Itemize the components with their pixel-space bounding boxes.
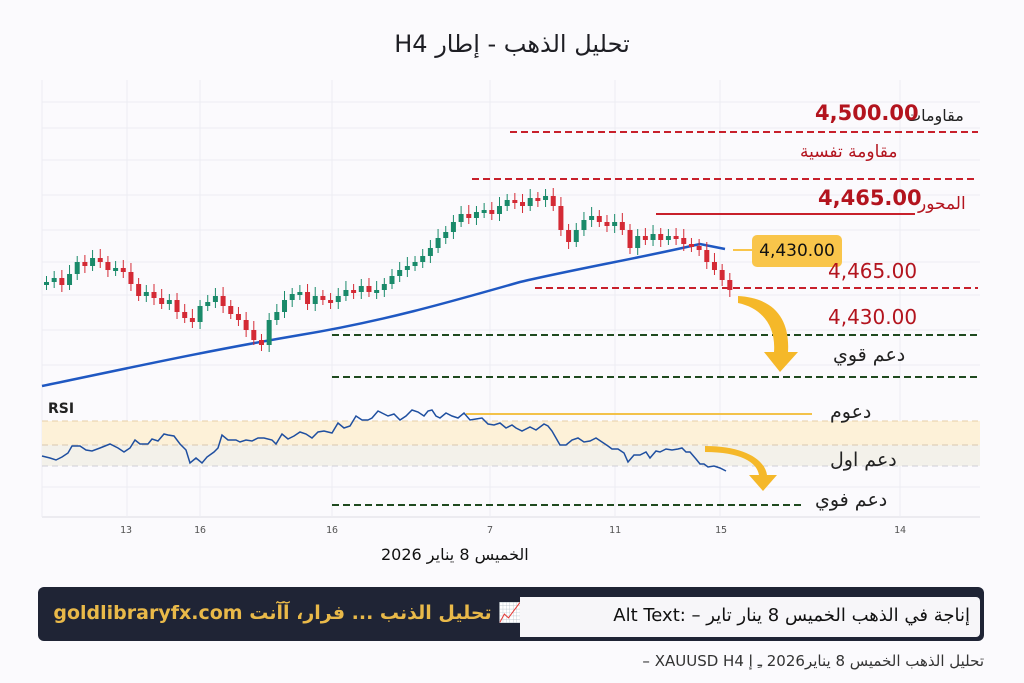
rsi-supports-label: دعوم	[830, 401, 872, 423]
rsi-label: RSI	[48, 401, 75, 417]
rsi-upper-band	[42, 421, 980, 445]
x-tick: 11	[609, 525, 622, 536]
x-tick: 16	[326, 525, 339, 536]
x-tick: 7	[487, 525, 494, 536]
rsi-line	[41, 409, 727, 472]
x-tick: 16	[194, 525, 207, 536]
level-4465-label: 4,465.00	[828, 259, 918, 283]
banner-text-wrap: 📈 تحليل الذنب ... فرار، آآنت goldlibrary…	[53, 601, 522, 624]
x-tick: 14	[894, 525, 907, 536]
alt-text-box: إناجة في الذهب الخميس 8 ينار تاير – :Alt…	[520, 587, 984, 641]
rsi-down-arrow-icon	[705, 446, 777, 491]
x-tick: 15	[715, 525, 728, 536]
down-arrow-icon	[738, 296, 798, 372]
alt-text: إناجة في الذهب الخميس 8 ينار تاير – :Alt…	[613, 605, 970, 626]
pivot-label: المحور	[918, 194, 966, 214]
current-price-tag: 4,430.00	[752, 235, 842, 267]
rsi-lower-band	[42, 445, 980, 466]
rsi-first-support-label: دعم اول	[830, 449, 897, 471]
rsi-strong-support-label: دعم فوي	[815, 489, 888, 511]
caption: تحليل الذهب الخميس 8 يناير2026 ـِ إ XAUU…	[642, 652, 984, 670]
banner-text: تحليل الذنب ... فرار، آآنت goldlibraryfx…	[53, 602, 492, 624]
x-tick: 13	[120, 525, 133, 536]
level-4430-label: 4,430.00	[828, 305, 918, 329]
resistance-value: 4,500.00	[815, 101, 919, 125]
date-label: الخميس 8 يناير 2026	[375, 545, 535, 564]
chart-title: تحليل الذهب - إطار H4	[394, 30, 630, 58]
strong-support-label: دعم قوي	[833, 344, 906, 366]
site-banner[interactable]: 📈 تحليل الذنب ... فرار، آآنت goldlibrary…	[38, 587, 538, 641]
psych-resistance-label: مقاومة تفسية	[800, 142, 898, 162]
chart-up-icon: 📈	[498, 602, 522, 624]
resistance-label: مقاومات	[906, 106, 964, 125]
moving-average-line	[41, 242, 726, 388]
pivot-value: 4,465.00	[818, 186, 922, 210]
candlesticks	[44, 188, 733, 352]
